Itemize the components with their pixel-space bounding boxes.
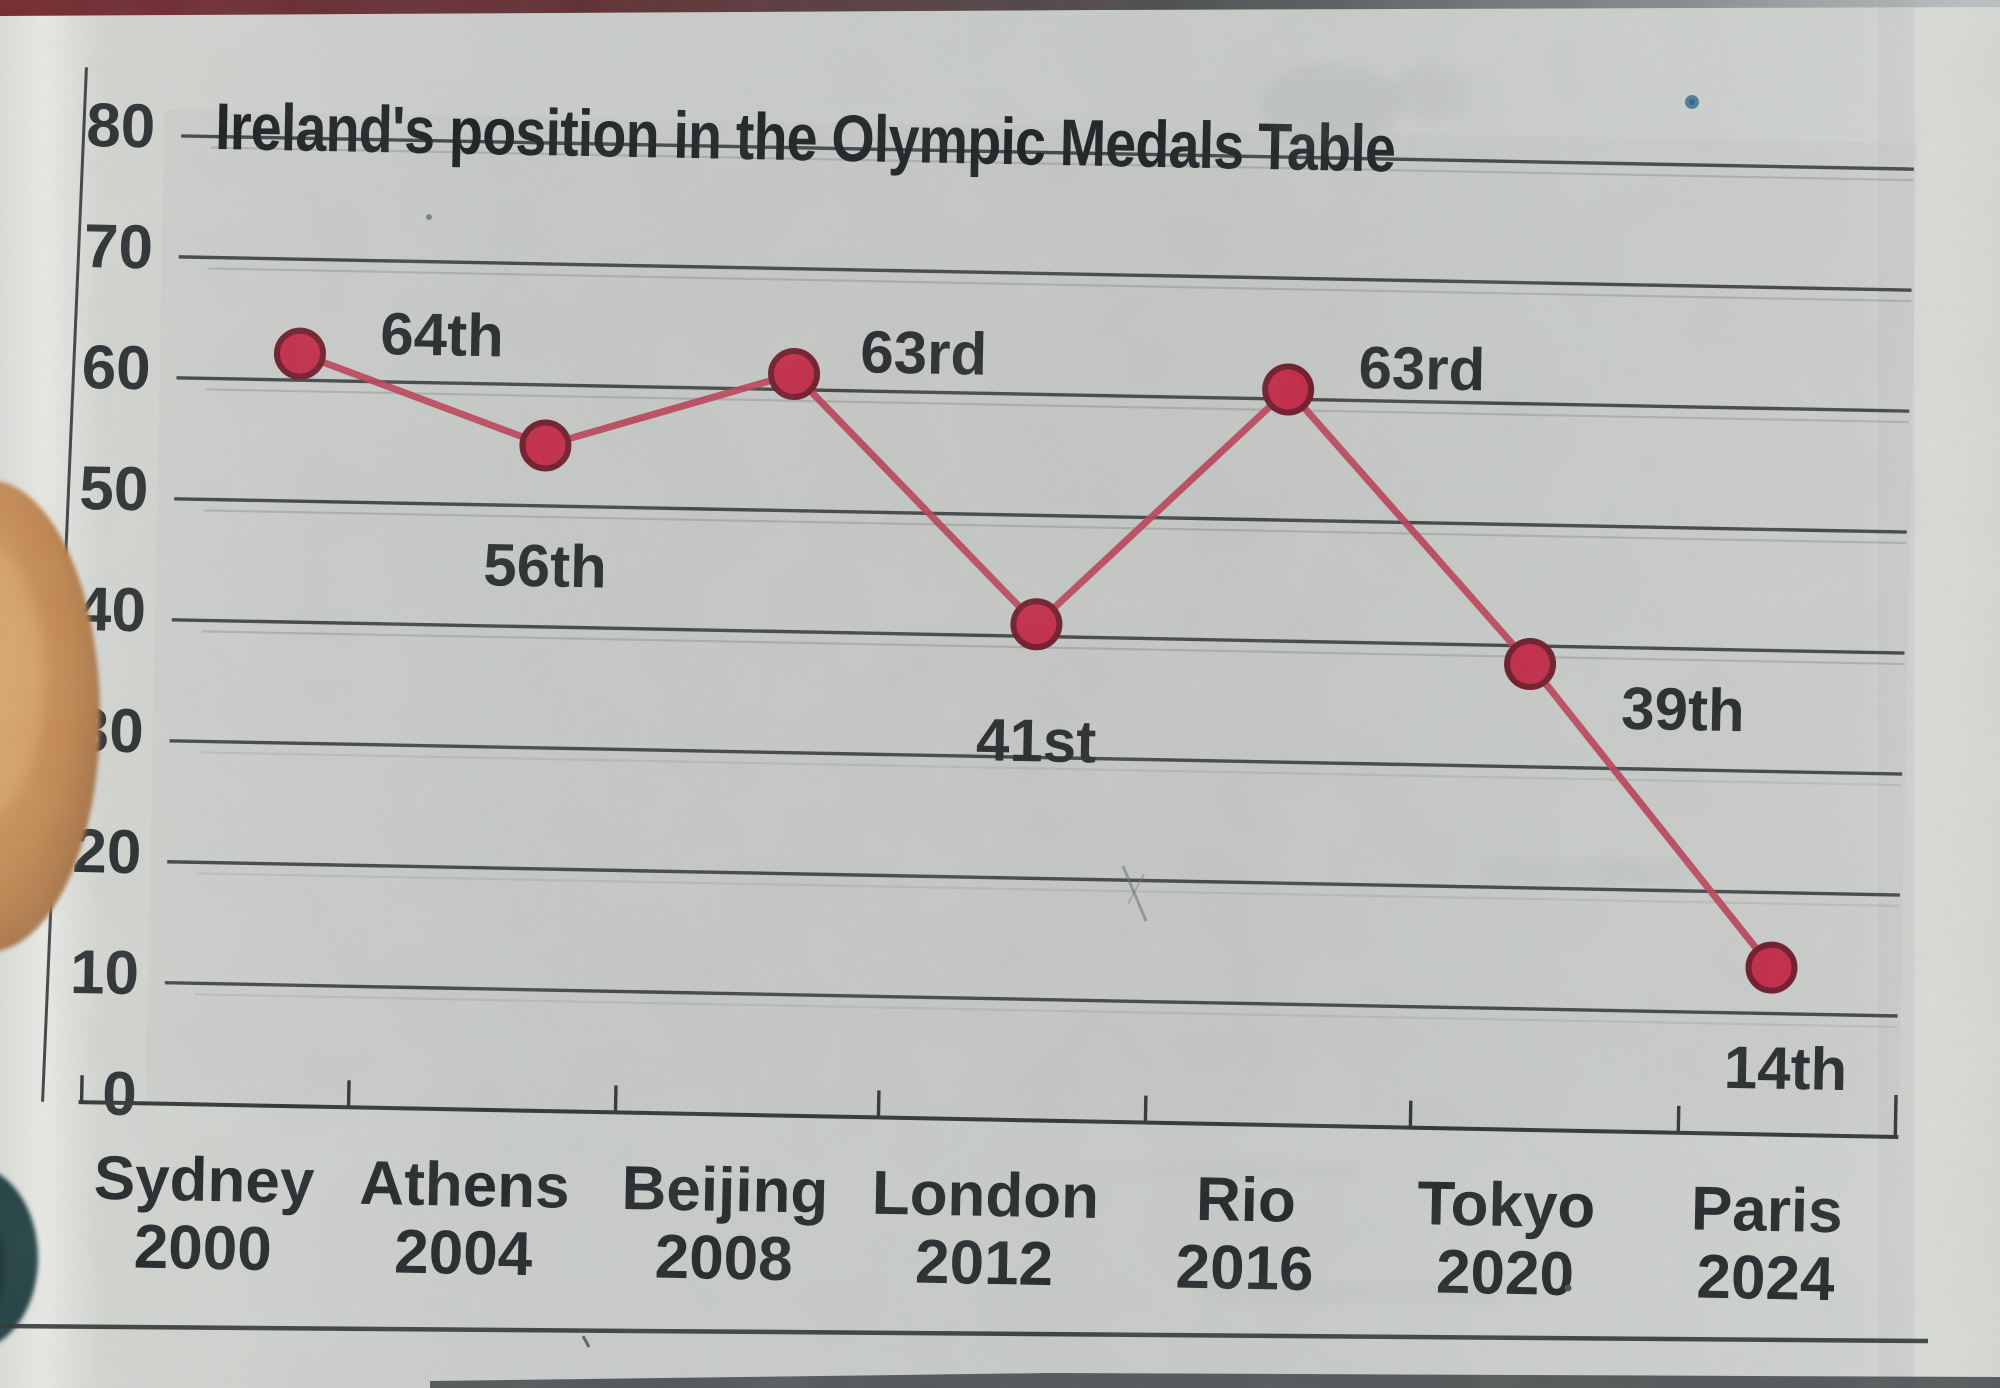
chart-canvas: 80706050403020100Ireland's position in t… — [0, 0, 2000, 1388]
paper-grain-texture — [0, 0, 2000, 1388]
newspaper-photo: 80706050403020100Ireland's position in t… — [0, 0, 2000, 1388]
